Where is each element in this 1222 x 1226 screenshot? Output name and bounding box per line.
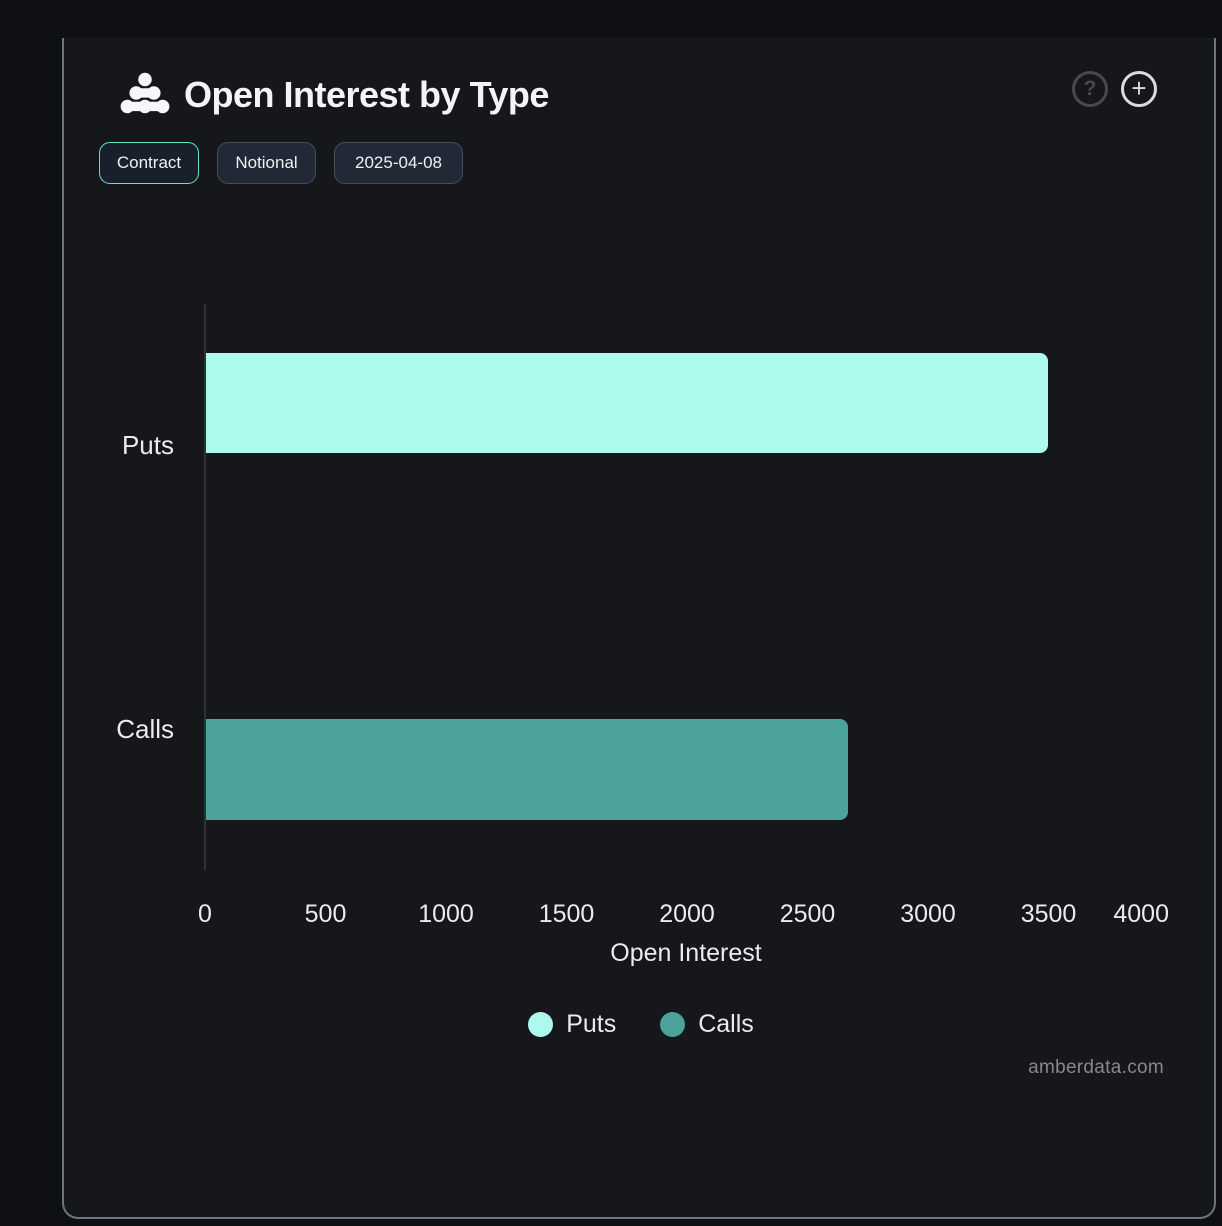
legend-label: Puts — [566, 1010, 617, 1038]
watermark: amberdata.com — [1028, 1057, 1164, 1078]
legend-dot-puts — [528, 1012, 554, 1037]
legend-item-puts[interactable]: Puts — [528, 1010, 616, 1039]
amberdata-logo-icon — [120, 72, 170, 114]
bar-puts[interactable] — [206, 353, 1048, 453]
legend-label: Calls — [698, 1010, 754, 1038]
x-tick-500: 500 — [304, 900, 347, 928]
bar-calls[interactable] — [206, 719, 848, 820]
y-axis-line — [204, 304, 206, 870]
chart-legend: Puts Calls — [64, 1010, 1218, 1039]
add-icon[interactable]: + — [1121, 71, 1157, 107]
category-label-calls: Calls — [116, 714, 174, 744]
x-tick-2000: 2000 — [659, 900, 715, 928]
x-tick-2500: 2500 — [779, 900, 836, 928]
x-tick-1000: 1000 — [418, 900, 474, 928]
x-tick-4000: 4000 — [1113, 900, 1169, 928]
x-tick-0: 0 — [198, 900, 212, 928]
help-icon[interactable]: ? — [1072, 71, 1108, 107]
x-tick-3500: 3500 — [1020, 900, 1077, 928]
date-picker-button[interactable]: 2025-04-08 — [334, 142, 463, 184]
legend-dot-calls — [660, 1012, 686, 1037]
legend-item-calls[interactable]: Calls — [660, 1010, 754, 1039]
x-tick-1500: 1500 — [538, 900, 595, 928]
open-interest-card: Open Interest by Type ? + Contract Notio… — [62, 38, 1216, 1219]
contract-toggle-button[interactable]: Contract — [99, 142, 199, 184]
bar-chart: Puts Calls — [116, 304, 1168, 870]
x-tick-3000: 3000 — [900, 900, 956, 928]
x-axis-title: Open Interest — [610, 939, 762, 967]
page-title: Open Interest by Type — [184, 74, 549, 115]
notional-toggle-button[interactable]: Notional — [217, 142, 316, 184]
category-label-puts: Puts — [121, 430, 174, 460]
